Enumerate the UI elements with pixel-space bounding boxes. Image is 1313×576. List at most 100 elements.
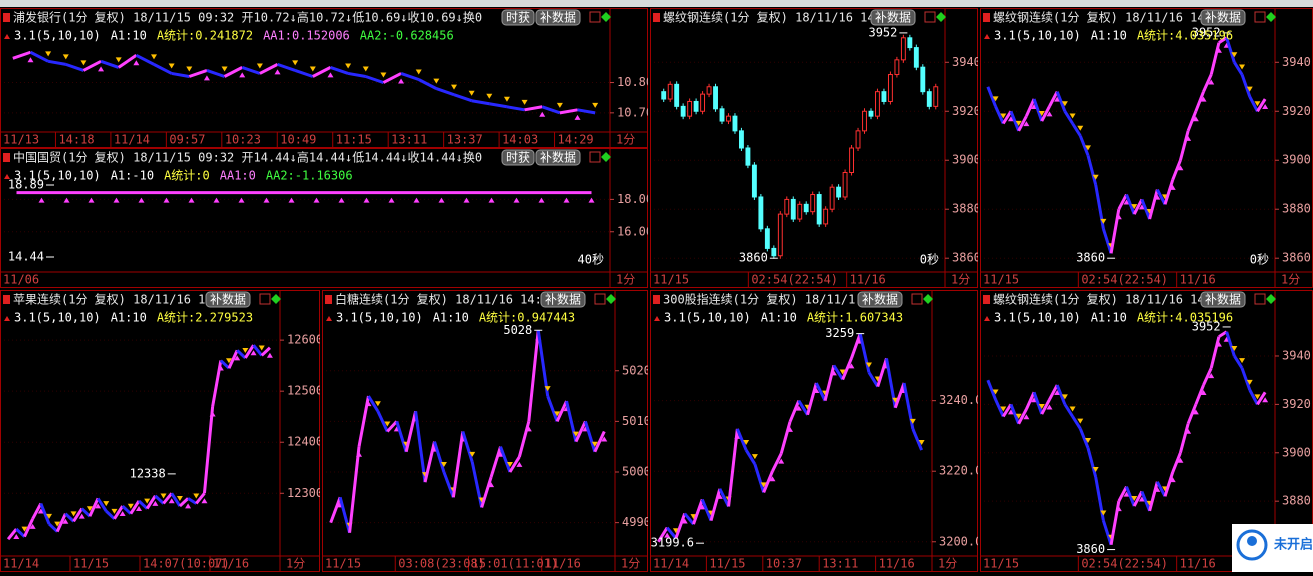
- signal-segment: [202, 406, 215, 494]
- signal-arrow: [488, 482, 495, 488]
- signal-arrow: [516, 461, 523, 467]
- button-label[interactable]: 补数据: [1205, 292, 1241, 307]
- signal-arrow: [1246, 86, 1253, 92]
- candle: [810, 194, 816, 213]
- candle: [732, 115, 738, 132]
- signal-arrow: [78, 513, 85, 519]
- signal-segment: [1055, 384, 1067, 405]
- period: 1分: [621, 557, 640, 571]
- y-tick-label: 3920: [1282, 397, 1311, 411]
- signal-segment: [453, 93, 473, 103]
- y-tick-label: 3880: [1282, 494, 1311, 508]
- signal-segment: [12, 50, 31, 60]
- signal-arrow: [188, 197, 195, 203]
- signal-segment: [574, 420, 587, 443]
- button[interactable]: [501, 149, 535, 166]
- signal-segment: [294, 69, 314, 78]
- signal-arrow: [413, 197, 420, 203]
- button-label[interactable]: 补数据: [210, 292, 246, 307]
- indicator-icon: [984, 316, 990, 321]
- signal-arrow: [163, 197, 170, 203]
- signal-arrow: [497, 451, 504, 457]
- panel-title: 苹果连续(1分 复权) 18/11/16 14: [13, 292, 213, 307]
- button[interactable]: [540, 291, 586, 308]
- signal-segment: [31, 502, 43, 520]
- button[interactable]: [205, 291, 251, 308]
- signal-segment: [1171, 159, 1182, 181]
- signal-arrow: [80, 60, 87, 66]
- time-label: 13:11: [391, 133, 427, 147]
- panel: 5020 5010 5000 4990 5028 11/15 03:08(23:08)15:…: [322, 290, 648, 572]
- button[interactable]: [501, 9, 535, 26]
- panel-frame: [650, 290, 978, 572]
- signal-arrow: [345, 63, 352, 69]
- button-label[interactable]: 时获: [506, 11, 530, 25]
- signal-arrow: [13, 534, 20, 540]
- signal-segment: [735, 428, 748, 451]
- candle: [719, 108, 725, 122]
- header-icon: [653, 13, 660, 22]
- signal-arrow: [751, 454, 758, 460]
- button-label[interactable]: 补数据: [540, 150, 576, 165]
- signal-arrow: [1192, 116, 1199, 122]
- signal-arrow: [1069, 113, 1076, 119]
- signal-arrow: [1169, 184, 1176, 190]
- button[interactable]: [1200, 291, 1246, 308]
- badge[interactable]: 未开启: [1232, 524, 1313, 572]
- candle: [894, 59, 900, 76]
- signal-segment: [162, 492, 173, 505]
- signal-arrow: [486, 93, 493, 99]
- y-tick-label: 3880: [952, 202, 981, 216]
- candle: [687, 100, 693, 117]
- signal-segment: [329, 496, 342, 524]
- signal-segment: [559, 108, 578, 115]
- signal-segment: [121, 504, 132, 515]
- signal-arrow: [1154, 194, 1161, 200]
- button-label[interactable]: 补数据: [875, 10, 911, 25]
- time-label: 02:54(22:54): [1081, 273, 1168, 287]
- signal-segment: [6, 528, 18, 541]
- signal-segment: [1032, 98, 1044, 122]
- time-label: 02:54(22:54): [1081, 557, 1168, 571]
- header-icon: [924, 11, 936, 23]
- button-label[interactable]: 时获: [506, 151, 530, 165]
- signal-segment: [1009, 403, 1021, 425]
- signal-arrow: [45, 51, 52, 57]
- button[interactable]: [870, 9, 916, 26]
- button[interactable]: [535, 9, 581, 26]
- signal-segment: [489, 446, 502, 478]
- signal-segment: [153, 63, 173, 75]
- signal-segment: [105, 510, 116, 520]
- candle: [764, 228, 770, 249]
- panel-frame: [0, 290, 320, 572]
- signal-arrow: [365, 401, 372, 407]
- signal-segment: [1186, 403, 1198, 425]
- button[interactable]: [1200, 9, 1246, 26]
- annotation: 5028: [503, 323, 532, 337]
- y-tick-label: 10.80: [617, 75, 653, 89]
- signal-segment: [709, 488, 722, 522]
- button[interactable]: [857, 291, 903, 308]
- signal-segment: [187, 497, 198, 505]
- signal-segment: [96, 497, 108, 512]
- signal-segment: [1101, 520, 1113, 546]
- status-diamond: [1266, 294, 1276, 304]
- button[interactable]: [535, 149, 581, 166]
- signal-segment: [1125, 486, 1136, 507]
- signal-arrow: [256, 63, 263, 69]
- button-label[interactable]: 补数据: [545, 292, 581, 307]
- signal-arrow: [138, 197, 145, 203]
- button-label[interactable]: 补数据: [540, 10, 576, 25]
- y-tick-label: 3900: [952, 153, 981, 167]
- signal-arrow: [1169, 477, 1176, 483]
- signal-arrow: [1092, 174, 1099, 180]
- signal-segment: [1063, 403, 1074, 418]
- button-label[interactable]: 补数据: [1205, 10, 1241, 25]
- signal-segment: [423, 441, 436, 483]
- button-label[interactable]: 补数据: [862, 292, 898, 307]
- time-label: 14:03: [502, 133, 538, 147]
- signal-segment: [1055, 91, 1067, 112]
- time-label: 14:18: [58, 133, 94, 147]
- signal-segment: [195, 492, 206, 505]
- time-label: 11/14: [3, 557, 39, 571]
